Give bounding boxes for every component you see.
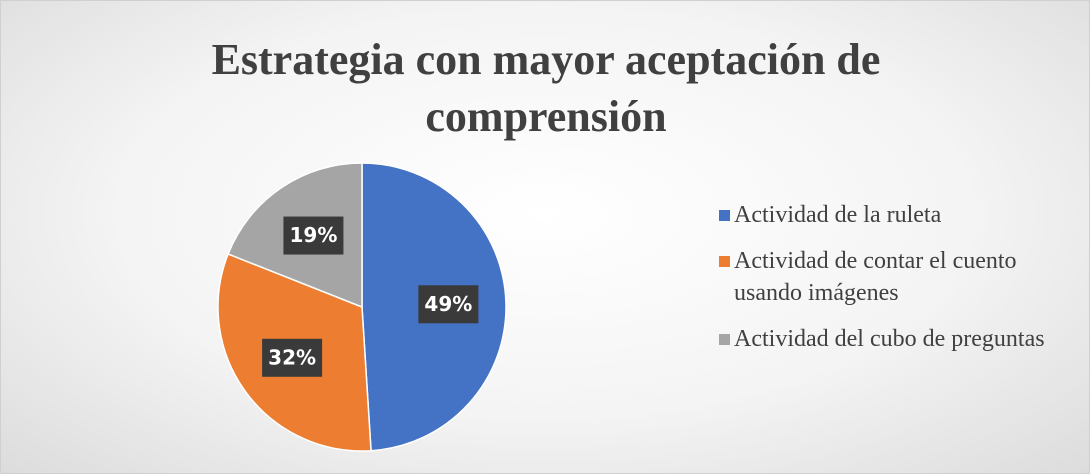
legend-label: Actividad del cubo de preguntas [734, 326, 1045, 352]
legend-swatch [719, 210, 730, 221]
label-box [283, 216, 344, 255]
legend-item: Actividad de contar el cuento usando imá… [719, 245, 1089, 309]
chart-title: Estrategia con mayor aceptación de compr… [211, 35, 881, 141]
legend-label: Actividad de la ruleta [734, 202, 942, 228]
legend-item: Actividad del cubo de preguntas [719, 323, 1089, 355]
data-label: 49% [424, 292, 472, 316]
legend-item: Actividad de la ruleta [719, 199, 1089, 231]
legend-swatch [719, 256, 730, 267]
label-box [262, 338, 323, 377]
data-label: 19% [289, 223, 337, 247]
label-box [418, 285, 479, 324]
legend: Actividad de la ruleta Actividad de conta… [719, 199, 1089, 369]
legend-swatch [719, 334, 730, 345]
data-label: 32% [268, 345, 316, 369]
legend-label: Actividad de contar el cuento usando imá… [734, 248, 1017, 306]
